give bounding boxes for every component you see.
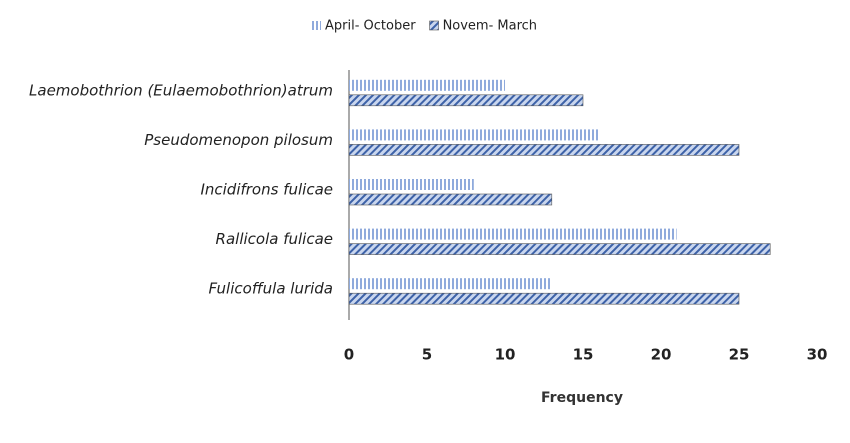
x-tick-label: 5 <box>422 346 432 364</box>
legend-swatch <box>312 21 321 30</box>
bar <box>348 193 553 206</box>
category-label: Fulicoffula lurida <box>209 280 333 298</box>
category-label: Pseudomenopon pilosum <box>144 131 333 149</box>
bar <box>348 243 771 255</box>
x-tick-label: 30 <box>807 346 828 364</box>
legend-label: Novem- March <box>443 19 538 34</box>
x-axis-label: Frequency <box>541 390 623 406</box>
bar <box>348 94 584 107</box>
bar <box>349 278 552 290</box>
x-tick-label: 10 <box>495 346 516 364</box>
x-tick-label: 15 <box>573 346 594 364</box>
bar <box>348 292 740 305</box>
legend-label: April- October <box>325 19 416 34</box>
x-tick-label: 0 <box>344 346 354 364</box>
bar <box>349 228 677 240</box>
bar <box>348 144 740 156</box>
x-tick-label: 20 <box>651 346 672 364</box>
category-label: Laemobothrion (Eulaemobothrion)atrum <box>29 81 333 99</box>
x-tick-label: 25 <box>729 346 750 364</box>
category-label: Rallicola fulicae <box>216 230 333 248</box>
legend-swatch <box>429 20 439 31</box>
category-label: Incidifrons fulicae <box>200 181 333 199</box>
bar <box>349 179 474 190</box>
bar <box>349 79 505 91</box>
bar <box>349 129 599 141</box>
